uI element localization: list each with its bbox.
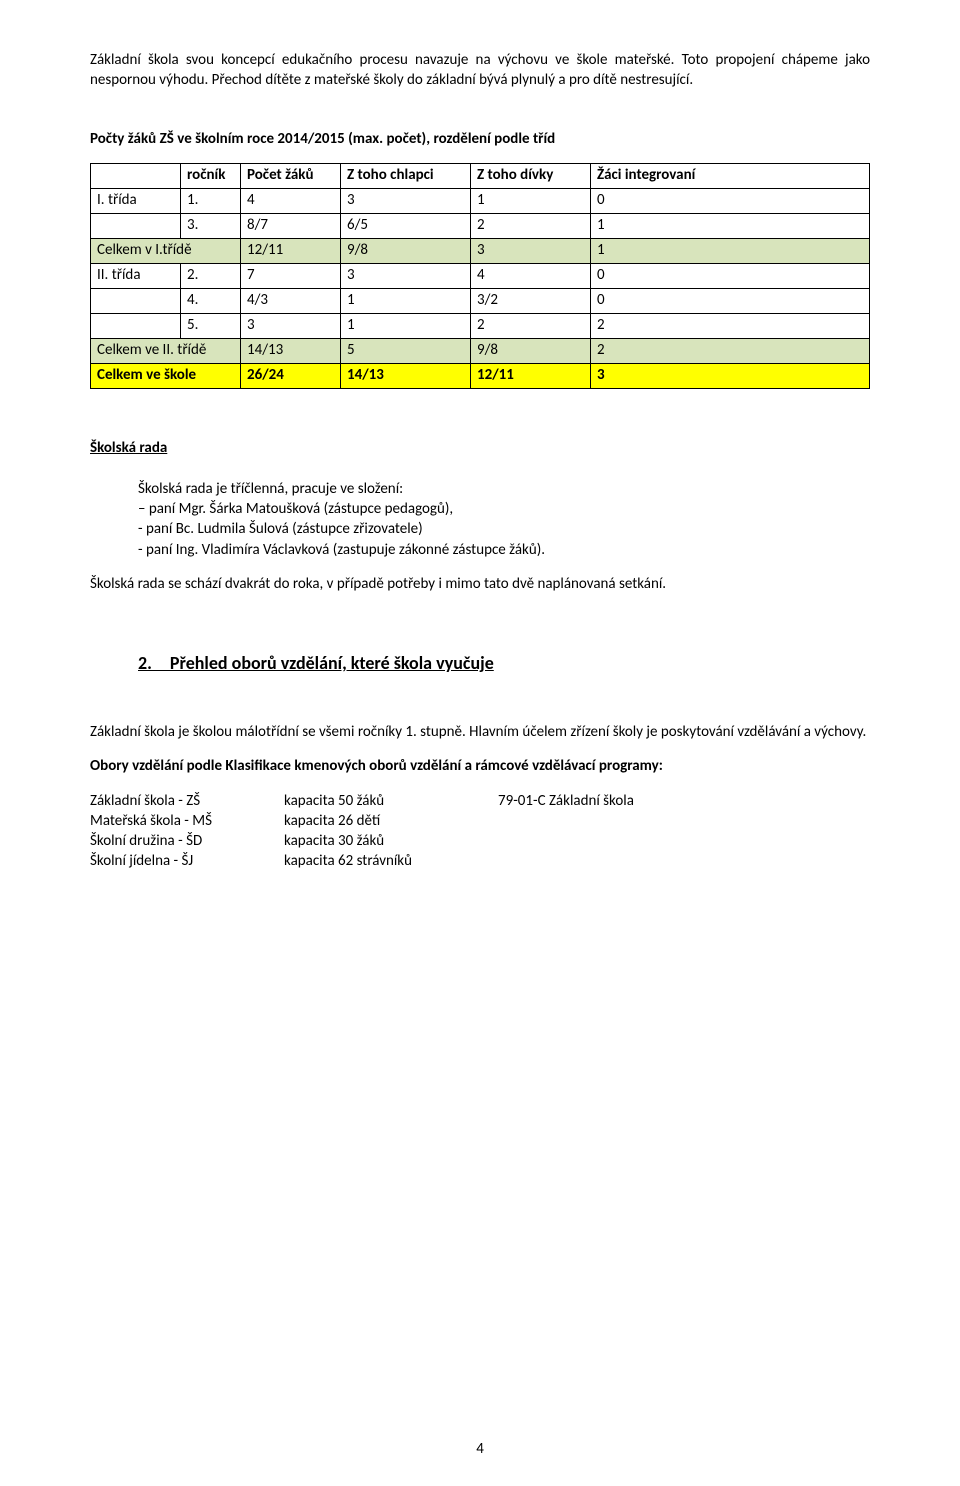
capacity-cell: [498, 831, 648, 851]
table-row: I. třída1.4310: [91, 188, 870, 213]
intro-paragraph: Základní škola svou koncepcí edukačního …: [90, 50, 870, 91]
rada-heading: Školská rada: [90, 439, 870, 457]
th-pocet: Počet žáků: [241, 163, 341, 188]
sec2-p1: Základní škola je školou málotřídní se v…: [90, 722, 870, 742]
cell: 2: [591, 313, 870, 338]
table-row: Celkem ve škole26/2414/1312/113: [91, 363, 870, 388]
sec2-p2: Obory vzdělání podle Klasifikace kmenový…: [90, 756, 870, 776]
cell: 3: [241, 313, 341, 338]
capacity-cell: Základní škola - ZŠ: [90, 791, 284, 811]
students-table: ročník Počet žáků Z toho chlapci Z toho …: [90, 163, 870, 389]
cell: 2: [591, 338, 870, 363]
cell: Celkem v I.třídě: [91, 238, 241, 263]
capacity-cell: kapacita 50 žáků: [284, 791, 498, 811]
cell: 9/8: [471, 338, 591, 363]
cell: 1: [471, 188, 591, 213]
table-row: 5.3122: [91, 313, 870, 338]
cell: II. třída: [91, 263, 181, 288]
cell: 7: [241, 263, 341, 288]
cell: 0: [591, 263, 870, 288]
cell: Celkem ve škole: [91, 363, 241, 388]
cell: 3: [471, 238, 591, 263]
cell: 0: [591, 288, 870, 313]
capacity-cell: [498, 851, 648, 871]
th-chlapci: Z toho chlapci: [341, 163, 471, 188]
cell: 8/7: [241, 213, 341, 238]
table-row: 4.4/313/20: [91, 288, 870, 313]
cell: 4/3: [241, 288, 341, 313]
cell: [91, 213, 181, 238]
cell: 12/11: [241, 238, 341, 263]
capacity-cell: Školní jídelna - ŠJ: [90, 851, 284, 871]
cell: I. třída: [91, 188, 181, 213]
cell: 9/8: [341, 238, 471, 263]
cell: 2: [471, 313, 591, 338]
table-row: Celkem ve II. třídě14/1359/82: [91, 338, 870, 363]
cell: 26/24: [241, 363, 341, 388]
th-blank: [91, 163, 181, 188]
capacity-cell: kapacita 62 strávníků: [284, 851, 498, 871]
table-row: II. třída2.7340: [91, 263, 870, 288]
cell: 2: [471, 213, 591, 238]
page: Základní škola svou koncepcí edukačního …: [0, 0, 960, 1486]
cell: 5.: [181, 313, 241, 338]
table-row: Celkem v I.třídě12/119/831: [91, 238, 870, 263]
cell: 1.: [181, 188, 241, 213]
cell: [91, 313, 181, 338]
cell: Celkem ve II. třídě: [91, 338, 241, 363]
rada-line: – paní Mgr. Šárka Matoušková (zástupce p…: [138, 499, 870, 519]
table-row: 3.8/76/521: [91, 213, 870, 238]
cell: 4.: [181, 288, 241, 313]
th-rocnik: ročník: [181, 163, 241, 188]
capacity-cell: kapacita 26 dětí: [284, 811, 498, 831]
cell: 14/13: [341, 363, 471, 388]
table-header-row: ročník Počet žáků Z toho chlapci Z toho …: [91, 163, 870, 188]
cell: 0: [591, 188, 870, 213]
section-title-2: 2. Přehled oborů vzdělání, které škola v…: [138, 652, 870, 674]
rada-line: Školská rada je tříčlenná, pracuje ve sl…: [138, 479, 870, 499]
cell: [91, 288, 181, 313]
cell: 1: [341, 313, 471, 338]
cell: 3: [341, 188, 471, 213]
cell: 3: [591, 363, 870, 388]
cell: 4: [241, 188, 341, 213]
capacity-cell: Školní družina - ŠD: [90, 831, 284, 851]
th-integrovani: Žáci integrovaní: [591, 163, 870, 188]
cell: 5: [341, 338, 471, 363]
rada-line: - paní Bc. Ludmila Šulová (zástupce zřiz…: [138, 519, 870, 539]
cell: 3: [341, 263, 471, 288]
cell: 4: [471, 263, 591, 288]
cell: 3/2: [471, 288, 591, 313]
capacity-row: Základní škola - ZŠkapacita 50 žáků79-01…: [90, 791, 648, 811]
cell: 12/11: [471, 363, 591, 388]
capacity-cell: Mateřská škola - MŠ: [90, 811, 284, 831]
capacity-cell: 79-01-C Základní škola: [498, 791, 648, 811]
rada-lines: Školská rada je tříčlenná, pracuje ve sl…: [138, 479, 870, 560]
cell: 1: [591, 213, 870, 238]
cell: 2.: [181, 263, 241, 288]
capacity-cell: kapacita 30 žáků: [284, 831, 498, 851]
counts-title: Počty žáků ZŠ ve školním roce 2014/2015 …: [90, 129, 870, 149]
capacities-table: Základní škola - ZŠkapacita 50 žáků79-01…: [90, 791, 648, 872]
capacity-row: Mateřská škola - MŠkapacita 26 dětí: [90, 811, 648, 831]
cell: 6/5: [341, 213, 471, 238]
cell: 1: [591, 238, 870, 263]
capacity-row: Školní jídelna - ŠJkapacita 62 strávníků: [90, 851, 648, 871]
cell: 14/13: [241, 338, 341, 363]
cell: 3.: [181, 213, 241, 238]
cell: 1: [341, 288, 471, 313]
capacity-cell: [498, 811, 648, 831]
rada-paragraph: Školská rada se schází dvakrát do roka, …: [90, 574, 870, 594]
page-number: 4: [0, 1440, 960, 1458]
capacity-row: Školní družina - ŠDkapacita 30 žáků: [90, 831, 648, 851]
rada-line: - paní Ing. Vladimíra Václavková (zastup…: [138, 540, 870, 560]
th-divky: Z toho dívky: [471, 163, 591, 188]
